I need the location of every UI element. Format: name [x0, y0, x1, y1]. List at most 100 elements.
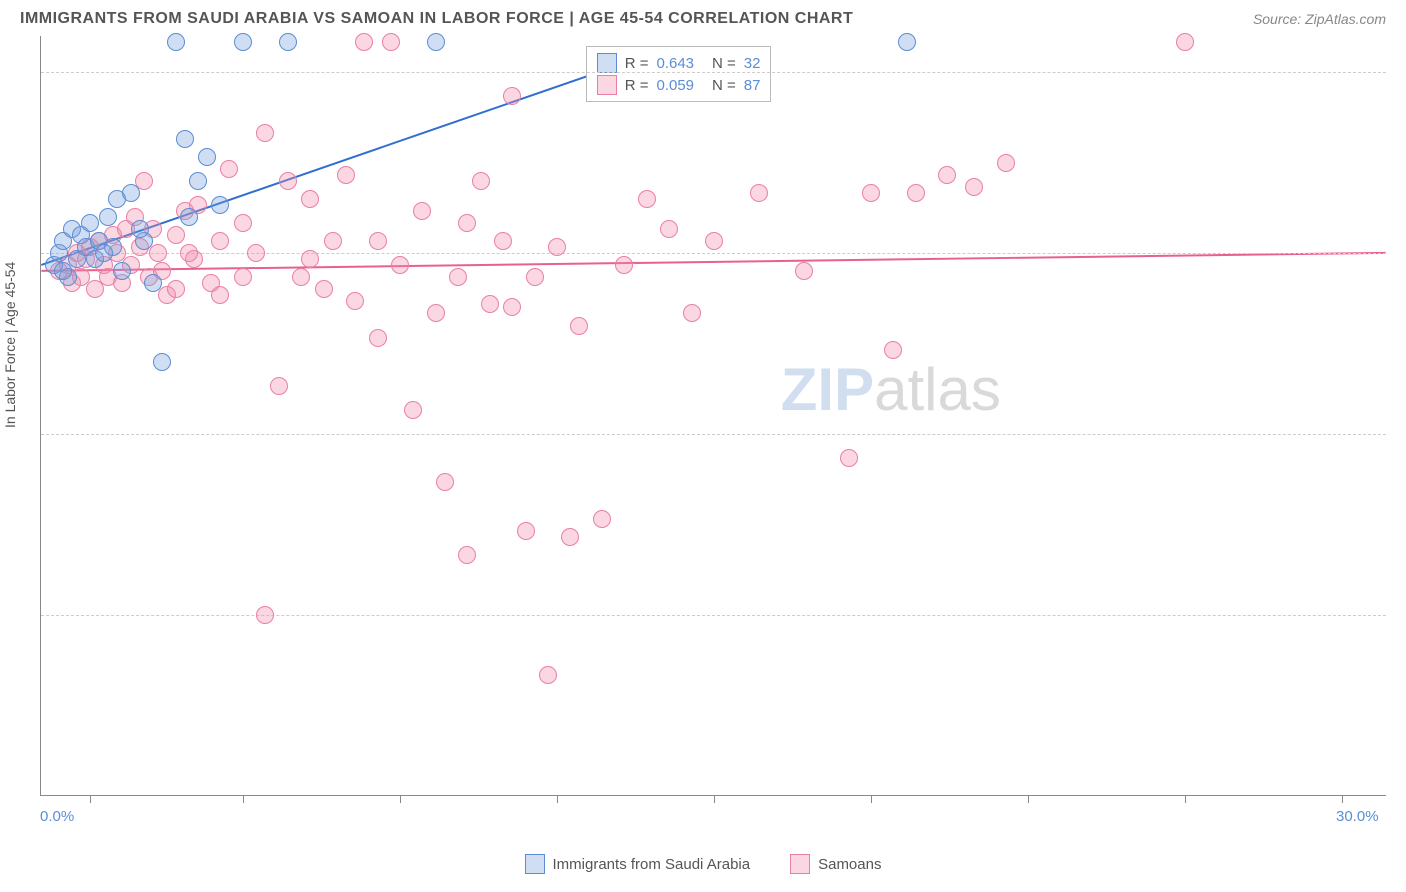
- data-point-saudi: [180, 208, 198, 226]
- data-point-samoan: [211, 286, 229, 304]
- data-point-saudi: [131, 220, 149, 238]
- data-point-samoan: [355, 33, 373, 51]
- scatter-chart: ZIPatlas R =0.643N =32R =0.059N =87 55.0…: [40, 36, 1386, 796]
- data-point-samoan: [167, 226, 185, 244]
- data-point-saudi: [153, 353, 171, 371]
- r-label: R =: [625, 55, 649, 72]
- data-point-samoan: [660, 220, 678, 238]
- data-point-saudi: [234, 33, 252, 51]
- data-point-saudi: [99, 208, 117, 226]
- data-point-samoan: [570, 317, 588, 335]
- data-point-saudi: [176, 130, 194, 148]
- data-point-samoan: [862, 184, 880, 202]
- x-tick-label: 0.0%: [40, 808, 74, 825]
- legend-item-saudi: Immigrants from Saudi Arabia: [525, 854, 751, 874]
- data-point-samoan: [324, 232, 342, 250]
- data-point-samoan: [404, 401, 422, 419]
- n-value-samoan: 87: [744, 77, 761, 94]
- data-point-samoan: [315, 280, 333, 298]
- data-point-samoan: [292, 268, 310, 286]
- data-point-samoan: [548, 238, 566, 256]
- n-label: N =: [712, 77, 736, 94]
- data-point-samoan: [795, 262, 813, 280]
- data-point-samoan: [149, 244, 167, 262]
- correlation-legend: R = 0.643 N = 32 R = 0.059 N = 87: [586, 46, 772, 102]
- corr-row-samoan: R = 0.059 N = 87: [597, 75, 761, 95]
- data-point-saudi: [189, 172, 207, 190]
- data-point-saudi: [211, 196, 229, 214]
- data-point-samoan: [458, 214, 476, 232]
- n-value-saudi: 32: [744, 55, 761, 72]
- data-point-samoan: [526, 268, 544, 286]
- data-point-saudi: [113, 262, 131, 280]
- r-value-samoan: 0.059: [656, 77, 694, 94]
- data-point-samoan: [234, 268, 252, 286]
- data-point-saudi: [54, 262, 72, 280]
- x-axis-labels: 0.0% 30.0%: [40, 796, 1386, 826]
- trend-lines: [41, 36, 1386, 795]
- watermark-zip: ZIP: [781, 356, 874, 423]
- data-point-samoan: [270, 377, 288, 395]
- corr-row-saudi: R = 0.643 N = 32: [597, 53, 761, 73]
- data-point-saudi: [81, 214, 99, 232]
- data-point-samoan: [436, 473, 454, 491]
- data-point-samoan: [683, 304, 701, 322]
- data-point-samoan: [615, 256, 633, 274]
- data-point-samoan: [705, 232, 723, 250]
- chart-title: IMMIGRANTS FROM SAUDI ARABIA VS SAMOAN I…: [20, 10, 853, 28]
- data-point-samoan: [472, 172, 490, 190]
- source-label: Source: ZipAtlas.com: [1253, 11, 1386, 27]
- data-point-samoan: [561, 528, 579, 546]
- data-point-samoan: [413, 202, 431, 220]
- data-point-samoan: [427, 304, 445, 322]
- data-point-saudi: [144, 274, 162, 292]
- data-point-samoan: [256, 606, 274, 624]
- data-point-samoan: [167, 280, 185, 298]
- data-point-samoan: [965, 178, 983, 196]
- data-point-saudi: [279, 33, 297, 51]
- data-point-samoan: [301, 250, 319, 268]
- corr-swatch-samoan: [597, 75, 617, 95]
- data-point-samoan: [337, 166, 355, 184]
- data-point-samoan: [884, 341, 902, 359]
- gridline: [41, 615, 1386, 616]
- data-point-samoan: [539, 666, 557, 684]
- data-point-samoan: [840, 449, 858, 467]
- r-value-saudi: 0.643: [656, 55, 694, 72]
- n-label: N =: [712, 55, 736, 72]
- data-point-samoan: [391, 256, 409, 274]
- data-point-samoan: [220, 160, 238, 178]
- data-point-samoan: [1176, 33, 1194, 51]
- gridline: [41, 253, 1386, 254]
- data-point-samoan: [638, 190, 656, 208]
- data-point-samoan: [997, 154, 1015, 172]
- data-point-saudi: [167, 33, 185, 51]
- legend-swatch-saudi: [525, 854, 545, 874]
- gridline: [41, 434, 1386, 435]
- y-axis-title: In Labor Force | Age 45-54: [2, 262, 18, 428]
- data-point-samoan: [593, 510, 611, 528]
- data-point-samoan: [369, 329, 387, 347]
- data-point-samoan: [449, 268, 467, 286]
- x-tick-label: 30.0%: [1336, 808, 1379, 825]
- watermark-atlas: atlas: [874, 356, 1001, 423]
- data-point-saudi: [898, 33, 916, 51]
- data-point-samoan: [481, 295, 499, 313]
- data-point-samoan: [458, 546, 476, 564]
- legend-item-samoan: Samoans: [790, 854, 881, 874]
- data-point-samoan: [211, 232, 229, 250]
- gridline: [41, 72, 1386, 73]
- data-point-samoan: [234, 214, 252, 232]
- data-point-samoan: [503, 298, 521, 316]
- data-point-samoan: [938, 166, 956, 184]
- legend-swatch-samoan: [790, 854, 810, 874]
- corr-swatch-saudi: [597, 53, 617, 73]
- data-point-samoan: [346, 292, 364, 310]
- data-point-saudi: [122, 184, 140, 202]
- data-point-samoan: [382, 33, 400, 51]
- data-point-samoan: [256, 124, 274, 142]
- data-point-samoan: [494, 232, 512, 250]
- data-point-samoan: [907, 184, 925, 202]
- r-label: R =: [625, 77, 649, 94]
- legend-label-samoan: Samoans: [818, 856, 881, 873]
